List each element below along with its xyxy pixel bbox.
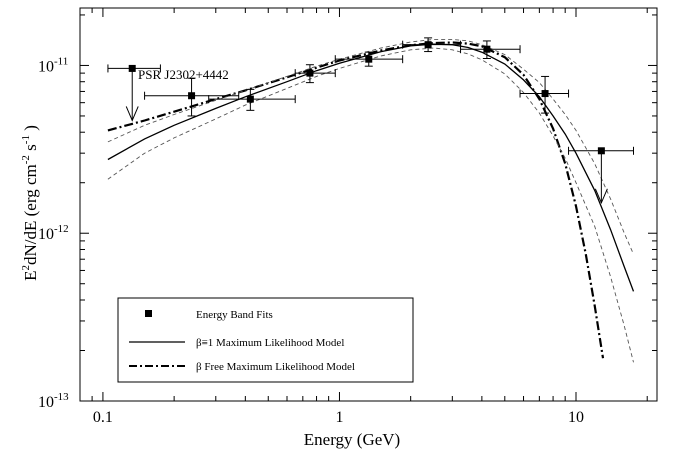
model-curve-dashed-2 [107, 38, 634, 255]
y-axis-title-sup: -1 [20, 135, 32, 144]
legend-label-beta-one: β≡1 Maximum Likelihood Model [196, 337, 344, 349]
band-fit-point [188, 92, 196, 100]
y-tick-label-base: 10 [38, 226, 54, 243]
legend: Energy Band Fits β≡1 Maximum Likelihood … [117, 297, 414, 383]
axis-ticks [79, 8, 657, 402]
y-axis-title-part: E [21, 270, 40, 280]
legend-label-beta-free: β Free Maximum Likelihood Model [196, 361, 355, 373]
band-fit-point [483, 45, 491, 53]
band-fit-point [541, 90, 549, 98]
y-tick-label-base: 10 [38, 58, 54, 75]
y-axis-title-sup: 2 [20, 265, 32, 271]
y-tick-label-exponent: -13 [54, 391, 69, 403]
legend-marker-square [145, 310, 152, 317]
y-tick-label-exponent: -11 [54, 55, 68, 67]
upper-limit-arrow-head [594, 188, 608, 205]
legend-box [117, 297, 414, 383]
y-axis-title: E2dN/dE (erg cm-2 s-1 ) [20, 125, 40, 281]
y-tick-label: 10-12 [38, 223, 69, 243]
band-fit-point [365, 55, 373, 63]
legend-label-band-fits: Energy Band Fits [196, 309, 273, 321]
source-annotation: PSR J2302+4442 [138, 67, 229, 82]
upper-limit-arrow-head [125, 106, 139, 122]
plot-frame [79, 7, 658, 402]
y-tick-label-exponent: -12 [54, 223, 69, 235]
y-axis-title-part: s [21, 144, 40, 155]
upper-limit-point [128, 64, 136, 72]
y-tick-label: 10-13 [38, 391, 69, 411]
x-tick-label: 1 [335, 409, 343, 426]
y-tick-label: 10-11 [38, 55, 68, 75]
data-points [107, 37, 634, 205]
x-tick-label: 10 [568, 409, 584, 426]
band-fit-point [246, 95, 254, 103]
y-tick-label-base: 10 [38, 394, 54, 411]
x-tick-label: 0.1 [93, 409, 113, 426]
y-axis-title-part: ) [21, 125, 40, 135]
band-fit-point [424, 41, 432, 49]
x-axis-title: Energy (GeV) [304, 430, 400, 449]
upper-limit-point [597, 147, 605, 155]
y-axis-title-sup: -2 [20, 155, 32, 164]
band-fit-point [306, 69, 314, 77]
y-axis-title-part: dN/dE (erg cm [21, 164, 40, 265]
